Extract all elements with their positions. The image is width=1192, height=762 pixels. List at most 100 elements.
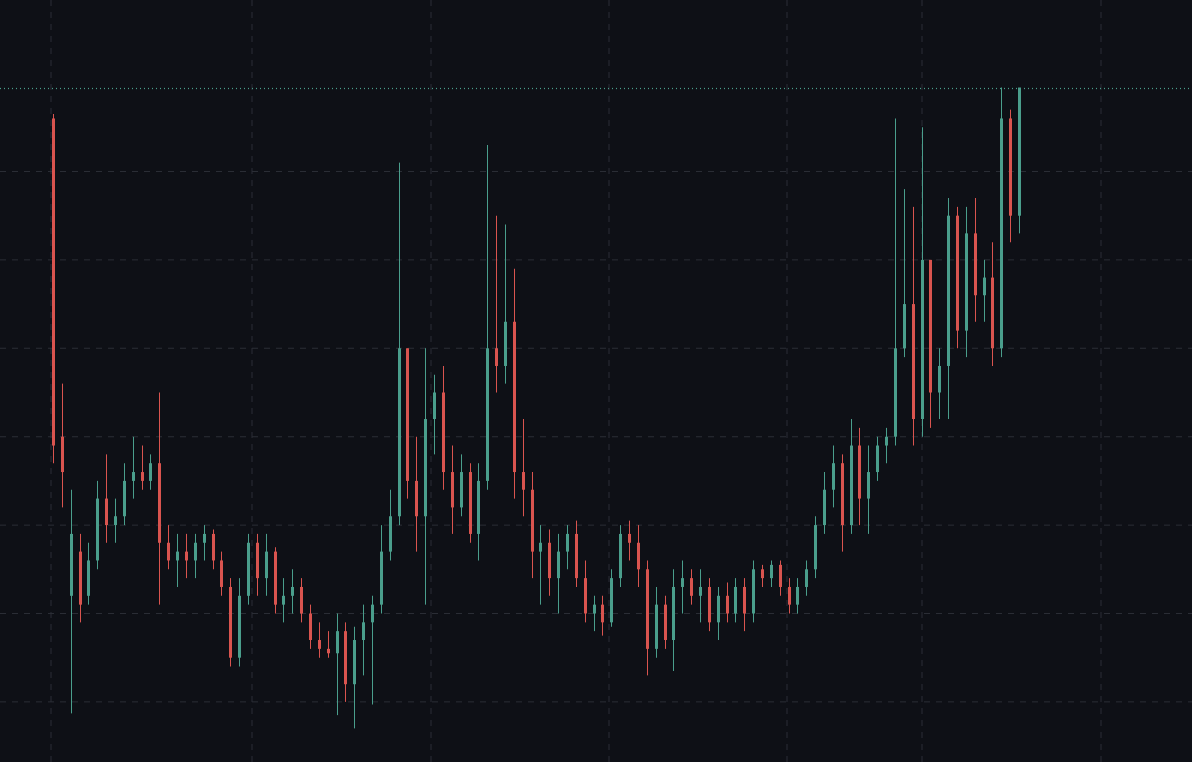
candle-body: [309, 613, 312, 641]
candle-body: [726, 595, 729, 614]
candle-body: [867, 472, 870, 499]
candle-body: [531, 489, 534, 552]
candle-body: [149, 463, 152, 481]
candle-body: [176, 551, 179, 561]
candle-body: [212, 533, 215, 561]
candle-body: [247, 542, 250, 596]
candle-body: [105, 498, 108, 526]
candle-body: [672, 586, 675, 641]
candle-body: [194, 542, 197, 561]
candle-body: [495, 348, 498, 366]
candle-body: [486, 348, 489, 481]
candle-body: [87, 560, 90, 596]
candle-body: [761, 569, 764, 579]
candle-body: [362, 622, 365, 641]
candle-body: [841, 463, 844, 526]
candle-body: [52, 118, 55, 446]
candle-body: [548, 542, 551, 579]
candle-body: [203, 533, 206, 543]
candle-body: [353, 640, 356, 685]
candle-body: [539, 542, 542, 552]
candle-body: [850, 445, 853, 526]
candle-body: [61, 436, 64, 473]
candle-body: [779, 564, 782, 587]
candle-body: [974, 233, 977, 296]
candle-body: [690, 578, 693, 596]
candle-body: [788, 586, 791, 605]
candle-body: [796, 586, 799, 605]
candle-body: [805, 569, 808, 587]
candle-body: [991, 277, 994, 349]
candle-body: [1009, 118, 1012, 216]
candle-body: [734, 586, 737, 614]
candle-body: [699, 586, 702, 596]
candle-body: [876, 445, 879, 473]
candle-body: [167, 542, 170, 561]
candle-body: [903, 304, 906, 349]
candle-body: [858, 445, 861, 499]
candle-body: [141, 472, 144, 481]
candle-body: [415, 480, 418, 517]
candle-body: [123, 480, 126, 517]
candle-body: [318, 640, 321, 649]
candle-body: [477, 480, 480, 534]
candle-body: [566, 533, 569, 552]
candle-body: [938, 365, 941, 393]
candle-body: [610, 578, 613, 623]
candle-body: [344, 631, 347, 685]
candle-body: [717, 595, 720, 623]
candle-body: [832, 463, 835, 490]
candle-body: [451, 472, 454, 508]
candle-body: [664, 604, 667, 641]
candle-body: [114, 516, 117, 526]
candle-body: [229, 586, 232, 658]
candle-body: [1000, 118, 1003, 349]
candle-body: [770, 564, 773, 579]
candle-body: [132, 472, 135, 481]
candle-body: [504, 321, 507, 366]
candle-body: [1018, 87, 1021, 216]
candle-body: [655, 604, 658, 649]
candle-body: [300, 586, 303, 614]
candle-body: [469, 472, 472, 534]
candle-body: [185, 551, 188, 561]
candle-body: [79, 551, 82, 605]
candle-body: [424, 419, 427, 517]
candle-body: [380, 551, 383, 605]
candle-body: [593, 604, 596, 614]
candle-body: [220, 560, 223, 587]
candle-body: [752, 569, 755, 614]
candle-body: [947, 215, 950, 366]
candle-body: [929, 259, 932, 393]
candle-body: [743, 586, 746, 614]
candle-body: [158, 463, 161, 543]
candle-body: [460, 472, 463, 508]
candle-body: [912, 304, 915, 420]
candle-body: [274, 551, 277, 605]
candle-body: [983, 277, 986, 296]
candle-body: [256, 542, 259, 579]
candle-body: [371, 604, 374, 623]
candle-body: [584, 578, 587, 614]
candle-body: [965, 233, 968, 331]
candle-body: [96, 498, 99, 561]
candle-body: [389, 516, 392, 552]
candle-body: [601, 604, 604, 623]
candle-body: [575, 533, 578, 579]
candle-body: [398, 348, 401, 517]
candle-body: [885, 436, 888, 446]
candle-body: [646, 569, 649, 649]
candle-body: [406, 348, 409, 481]
candle-body: [327, 648, 330, 654]
candle-body: [619, 533, 622, 579]
candle-body: [894, 348, 897, 437]
candle-body: [282, 595, 285, 605]
candle-body: [513, 321, 516, 473]
candle-body: [814, 525, 817, 570]
candle-body: [433, 392, 436, 420]
candle-body: [238, 595, 241, 658]
candle-body: [70, 533, 73, 596]
candle-body: [921, 259, 924, 420]
